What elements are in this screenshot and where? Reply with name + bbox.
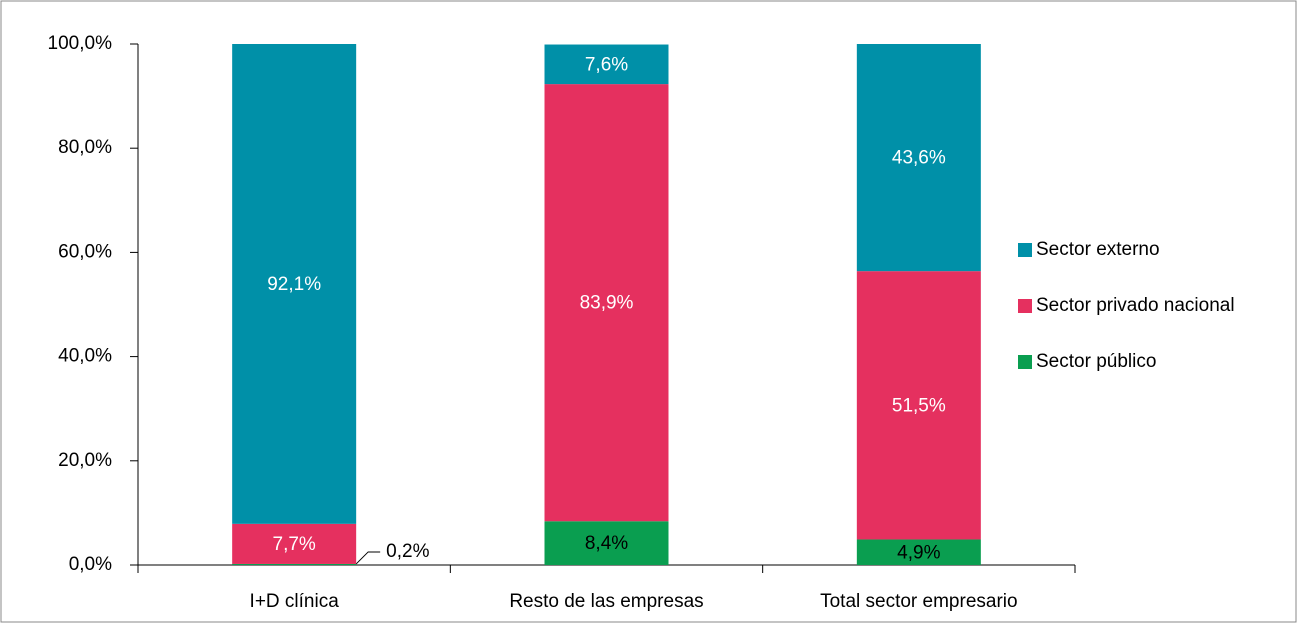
value-label: 0,2% [386, 541, 429, 562]
legend-swatch [1018, 243, 1032, 257]
legend-swatch [1018, 355, 1032, 369]
bar-segment [856, 539, 981, 565]
legend-label: Sector público [1036, 351, 1156, 372]
y-tick-label: 0,0% [69, 554, 112, 575]
legend-swatch [1018, 299, 1032, 313]
bar-segment [544, 521, 669, 565]
legend-label: Sector externo [1036, 239, 1160, 260]
value-label: 4,9% [897, 542, 940, 563]
y-tick-label: 20,0% [58, 450, 112, 471]
value-label: 7,7% [273, 534, 316, 555]
bar-segment [232, 563, 357, 565]
x-tick-label: Total sector empresario [820, 591, 1017, 612]
legend-label: Sector privado nacional [1036, 295, 1235, 316]
bar-segment [856, 271, 981, 540]
y-tick-label: 40,0% [58, 346, 112, 367]
y-tick-label: 60,0% [58, 241, 112, 262]
leader-line [355, 551, 381, 565]
value-label: 83,9% [580, 293, 634, 314]
y-tick-label: 80,0% [58, 137, 112, 158]
x-tick-label: Resto de las empresas [509, 591, 703, 612]
bar-segment [544, 84, 669, 522]
x-tick-label: I+D clínica [250, 591, 340, 612]
value-label: 7,6% [585, 54, 628, 75]
value-label: 8,4% [585, 533, 628, 554]
bar-segment [232, 523, 357, 564]
value-label: 43,6% [892, 148, 946, 169]
bar-segment [232, 44, 357, 524]
bar-segment [856, 44, 981, 272]
bar-segment [544, 44, 669, 85]
value-label: 51,5% [892, 395, 946, 416]
value-label: 92,1% [267, 274, 321, 295]
y-tick-label: 100,0% [48, 33, 113, 54]
